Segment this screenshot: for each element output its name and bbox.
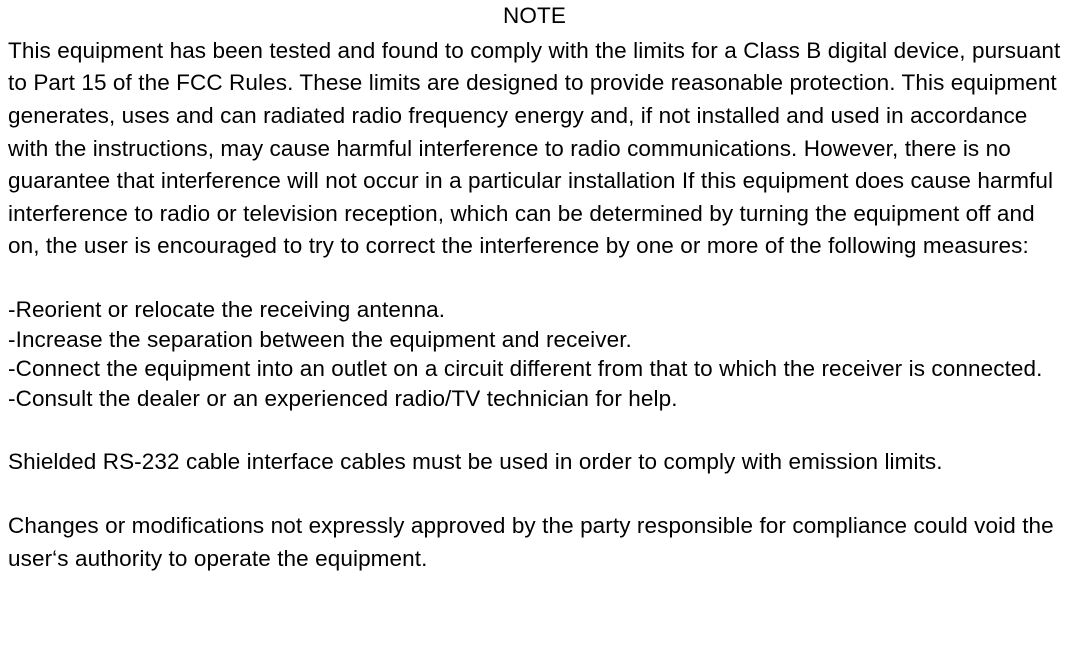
spacer [8, 414, 1061, 446]
document-page: NOTE This equipment has been tested and … [0, 0, 1069, 584]
bullet-item: -Reorient or relocate the receiving ante… [8, 295, 1061, 325]
bullet-item: -Increase the separation between the equ… [8, 325, 1061, 355]
spacer [8, 263, 1061, 295]
shielded-paragraph: Shielded RS-232 cable interface cables m… [8, 446, 1061, 479]
bullet-item: -Consult the dealer or an experienced ra… [8, 384, 1061, 414]
changes-paragraph: Changes or modifications not expressly a… [8, 510, 1061, 575]
bullet-item: -Connect the equipment into an outlet on… [8, 354, 1061, 384]
note-title: NOTE [8, 0, 1061, 33]
spacer [8, 478, 1061, 510]
bullet-list: -Reorient or relocate the receiving ante… [8, 295, 1061, 414]
intro-paragraph: This equipment has been tested and found… [8, 35, 1061, 263]
